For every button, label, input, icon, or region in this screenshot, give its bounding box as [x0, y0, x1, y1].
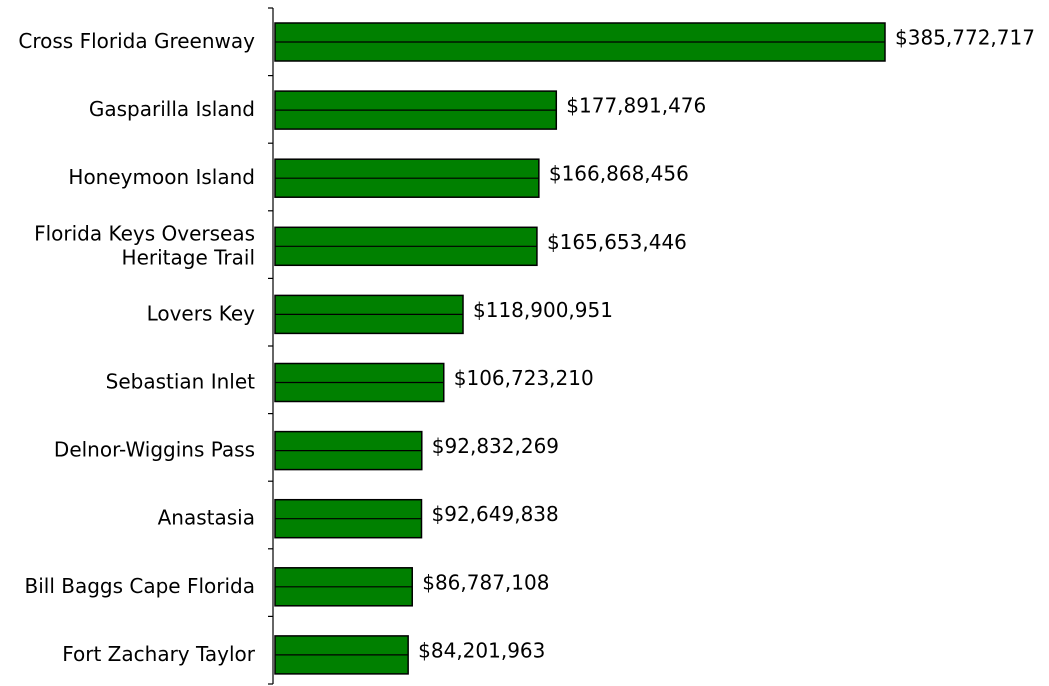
data-label: $92,832,269	[432, 434, 559, 458]
data-label: $106,723,210	[454, 366, 594, 390]
data-label: $86,787,108	[422, 570, 549, 594]
category-label-line: Heritage Trail	[122, 245, 255, 269]
category-label: Delnor-Wiggins Pass	[54, 437, 255, 461]
category-label-line: Gasparilla Island	[89, 97, 255, 121]
category-label-line: Honeymoon Island	[68, 165, 255, 189]
y-axis	[268, 7, 274, 685]
data-label: $92,649,838	[432, 502, 559, 526]
category-label-line: Sebastian Inlet	[106, 369, 255, 393]
category-label: Lovers Key	[147, 301, 256, 325]
data-labels: $385,772,717 $177,891,476 $166,868,456 $165…	[418, 26, 1035, 663]
category-label-line: Anastasia	[158, 505, 255, 529]
data-label: $166,868,456	[549, 162, 689, 186]
category-label: Gasparilla Island	[89, 97, 255, 121]
category-label: Florida Keys Overseas Heritage Trail	[34, 221, 255, 269]
data-label: $177,891,476	[566, 94, 706, 118]
category-label: Anastasia	[158, 505, 255, 529]
category-label-line: Florida Keys Overseas	[34, 221, 255, 245]
data-label: $84,201,963	[418, 638, 545, 662]
category-label: Bill Baggs Cape Florida	[25, 573, 256, 597]
category-label-line: Bill Baggs Cape Florida	[25, 573, 256, 597]
category-label: Honeymoon Island	[68, 165, 255, 189]
category-label-line: Lovers Key	[147, 301, 256, 325]
category-label-line: Fort Zachary Taylor	[62, 641, 256, 665]
category-label-line: Delnor-Wiggins Pass	[54, 437, 255, 461]
category-label: Sebastian Inlet	[106, 369, 255, 393]
category-label: Cross Florida Greenway	[18, 29, 255, 53]
bars-layer	[274, 22, 886, 675]
category-label-line: Cross Florida Greenway	[18, 29, 255, 53]
category-label: Fort Zachary Taylor	[62, 641, 256, 665]
category-labels: Cross Florida Greenway Gasparilla Island H…	[18, 29, 255, 666]
data-label: $165,653,446	[547, 230, 687, 254]
data-label: $385,772,717	[895, 26, 1035, 50]
data-label: $118,900,951	[473, 298, 613, 322]
